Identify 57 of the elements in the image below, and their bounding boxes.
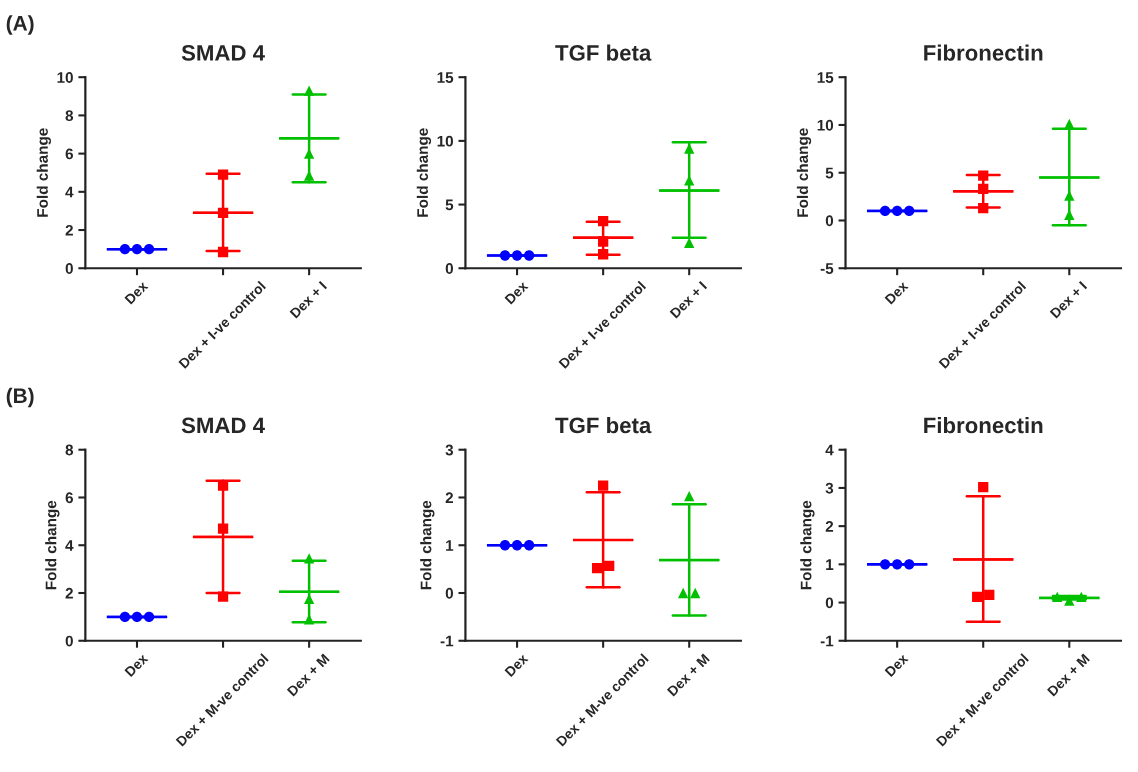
y-tick-label: 6: [65, 148, 73, 160]
y-tick-label: 2: [65, 587, 73, 599]
x-tick-label: Dex: [504, 653, 529, 678]
y-tick-label: 5: [445, 199, 454, 211]
y-tick-label: 5: [825, 167, 834, 179]
y-tick-label: 8: [65, 444, 74, 456]
y-tick-label: 15: [817, 72, 834, 83]
y-tick-label: 0: [825, 215, 834, 227]
y-tick-label: 2: [445, 492, 454, 504]
y-axis-title: Fold change: [36, 128, 51, 217]
chart-title: TGF beta: [555, 44, 652, 61]
y-tick-label: 2: [65, 224, 73, 236]
y-tick-label: 0: [825, 597, 834, 609]
x-tick-label: Dex: [124, 280, 149, 305]
y-tick-label: 1: [826, 559, 834, 570]
chart-title: Fibronectin: [924, 44, 1043, 61]
x-tick-label: Dex + M: [286, 653, 330, 697]
y-tick-label: 4: [65, 186, 74, 198]
y-tick-label: 3: [445, 444, 454, 456]
y-tick-label: 10: [437, 135, 453, 147]
y-tick-label: 10: [57, 72, 73, 83]
y-axis-title: Fold change: [45, 500, 60, 590]
y-tick-label: 0: [65, 263, 73, 274]
x-tick-label: Dex + I: [289, 281, 328, 319]
chart-title: TGF beta: [555, 416, 652, 434]
chart-title: SMAD 4: [181, 45, 265, 61]
y-tick-label: 2: [825, 521, 834, 532]
y-tick-label: 4: [825, 444, 834, 456]
y-tick-label: 0: [65, 635, 73, 647]
y-tick-label: -1: [820, 635, 834, 647]
y-tick-label: 0: [445, 587, 453, 599]
chart-title: Fibronectin: [924, 416, 1043, 434]
y-axis-title: Fold change: [420, 500, 435, 590]
text: (B): [6, 387, 34, 408]
y-tick-label: 4: [65, 540, 74, 551]
y-tick-label: 8: [65, 110, 74, 122]
x-tick-label: Dex + M: [1047, 653, 1090, 697]
text: (A): [6, 15, 34, 35]
x-tick-label: Dex + M: [666, 653, 710, 697]
x-tick-label: Dex: [504, 280, 529, 305]
y-tick-label: 1: [446, 540, 454, 551]
x-tick-label: Dex: [884, 280, 909, 305]
x-tick-label: Dex: [884, 653, 909, 678]
chart-title: SMAD 4: [181, 417, 265, 434]
y-tick-label: 3: [825, 482, 834, 494]
y-axis-title: Fold change: [800, 500, 815, 590]
x-tick-label: Dex: [124, 653, 149, 678]
y-axis-title: Fold change: [416, 128, 432, 217]
y-tick-label: -5: [820, 263, 834, 274]
y-tick-label: 10: [817, 119, 834, 131]
y-tick-label: 0: [445, 263, 453, 274]
x-tick-label: Dex + I: [669, 281, 708, 319]
y-tick-label: 15: [437, 72, 454, 83]
y-tick-label: 6: [65, 492, 73, 504]
y-tick-label: -1: [440, 635, 454, 647]
y-axis-title: Fold change: [796, 128, 812, 217]
x-tick-label: Dex + I: [1049, 281, 1088, 319]
